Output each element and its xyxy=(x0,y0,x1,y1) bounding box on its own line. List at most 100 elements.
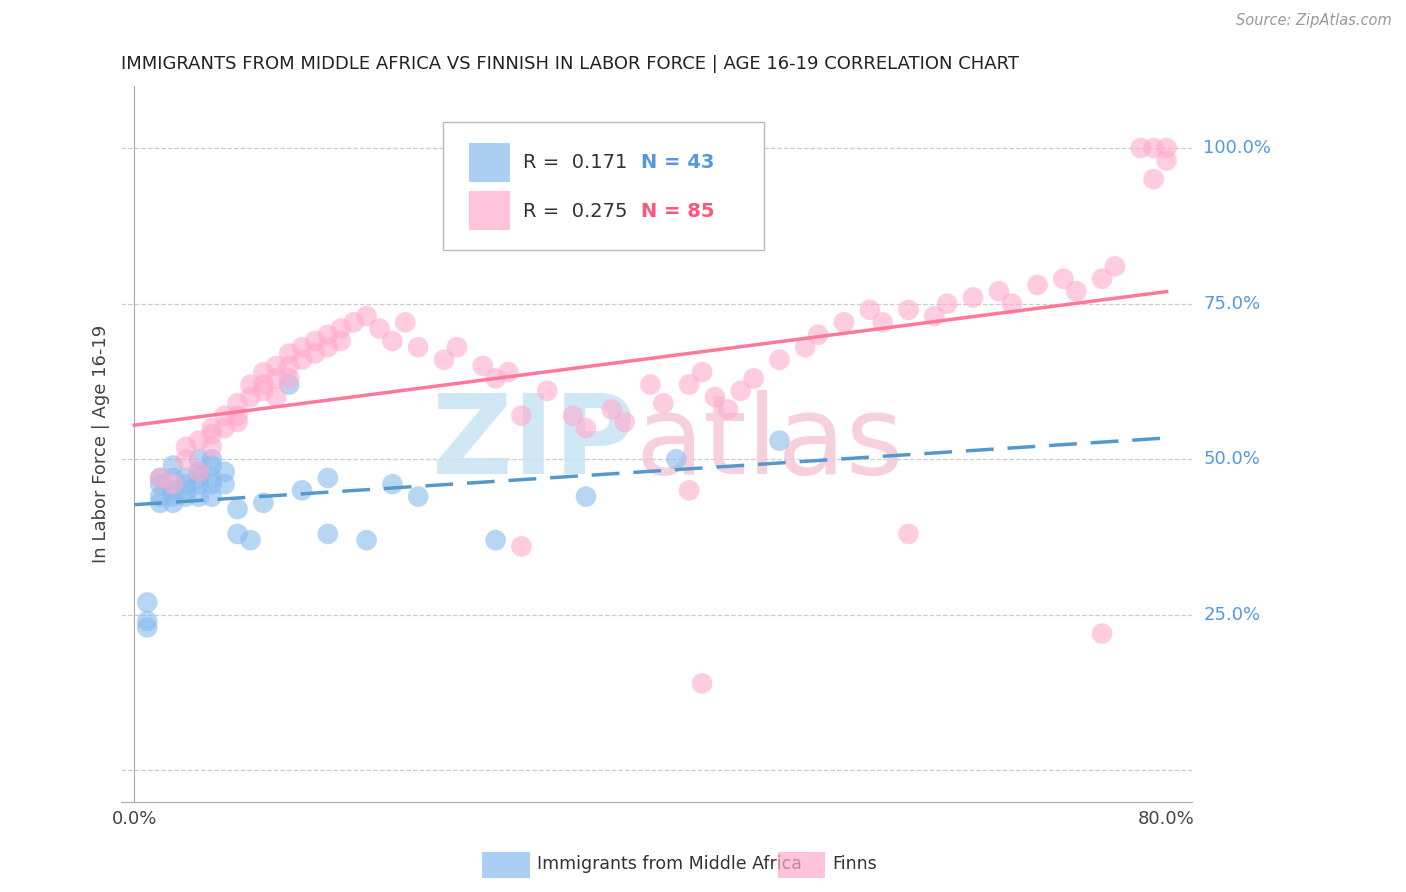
Y-axis label: In Labor Force | Age 16-19: In Labor Force | Age 16-19 xyxy=(93,325,110,563)
Point xyxy=(252,365,274,379)
Point xyxy=(471,359,494,373)
Text: 75.0%: 75.0% xyxy=(1204,294,1261,313)
Point xyxy=(316,327,339,342)
Point xyxy=(149,490,172,504)
Point xyxy=(304,346,326,360)
Point xyxy=(433,352,456,367)
Point xyxy=(316,471,339,485)
Point xyxy=(678,483,700,498)
Text: R =  0.275: R = 0.275 xyxy=(523,202,627,220)
Point xyxy=(600,402,623,417)
Point xyxy=(201,440,224,454)
Point xyxy=(214,477,236,491)
Point xyxy=(174,490,197,504)
Point xyxy=(278,346,301,360)
Point xyxy=(264,371,287,385)
Point xyxy=(149,471,172,485)
Point xyxy=(832,315,855,329)
Point xyxy=(136,614,159,628)
Point xyxy=(381,477,404,491)
Point xyxy=(252,384,274,398)
Text: 100.0%: 100.0% xyxy=(1204,139,1271,157)
Point xyxy=(1104,260,1126,274)
Point xyxy=(1143,172,1166,186)
Point xyxy=(316,340,339,354)
Point xyxy=(343,315,366,329)
Point xyxy=(381,334,404,348)
Point xyxy=(149,477,172,491)
Point xyxy=(187,452,209,467)
Point xyxy=(136,595,159,609)
Text: Source: ZipAtlas.com: Source: ZipAtlas.com xyxy=(1236,13,1392,29)
Point xyxy=(201,471,224,485)
Point xyxy=(316,527,339,541)
Point xyxy=(717,402,740,417)
Point xyxy=(187,471,209,485)
Point xyxy=(1001,296,1024,310)
Point xyxy=(368,321,391,335)
Point xyxy=(768,434,790,448)
Point xyxy=(239,390,262,404)
Point xyxy=(640,377,662,392)
Point xyxy=(136,620,159,634)
Point xyxy=(1129,141,1152,155)
Point xyxy=(329,321,352,335)
Point xyxy=(356,309,378,323)
Point xyxy=(498,365,520,379)
Point xyxy=(226,409,249,423)
Point xyxy=(742,371,765,385)
Text: R =  0.171: R = 0.171 xyxy=(523,153,627,172)
Point xyxy=(291,352,314,367)
Point xyxy=(187,465,209,479)
Text: N = 85: N = 85 xyxy=(641,202,714,220)
Point xyxy=(704,390,727,404)
Point xyxy=(149,496,172,510)
Point xyxy=(278,371,301,385)
Point xyxy=(264,390,287,404)
FancyBboxPatch shape xyxy=(443,121,763,251)
Point xyxy=(807,327,830,342)
Point xyxy=(252,496,274,510)
Point xyxy=(239,377,262,392)
Point xyxy=(304,334,326,348)
Point xyxy=(162,483,184,498)
Point xyxy=(924,309,946,323)
Point xyxy=(162,496,184,510)
Point xyxy=(665,452,688,467)
Point xyxy=(226,415,249,429)
Point xyxy=(201,477,224,491)
Point xyxy=(162,471,184,485)
Point xyxy=(201,458,224,473)
Point xyxy=(485,533,508,548)
Point xyxy=(278,359,301,373)
Point xyxy=(162,477,184,491)
Point xyxy=(252,377,274,392)
Point xyxy=(575,421,598,435)
Point xyxy=(1091,626,1114,640)
Point xyxy=(278,377,301,392)
Point xyxy=(226,396,249,410)
Point xyxy=(859,302,882,317)
Point xyxy=(1156,141,1178,155)
Text: 50.0%: 50.0% xyxy=(1204,450,1260,468)
Point xyxy=(406,340,429,354)
Point xyxy=(406,490,429,504)
Point xyxy=(536,384,558,398)
Point xyxy=(214,409,236,423)
Point xyxy=(187,434,209,448)
Point xyxy=(162,490,184,504)
Text: Finns: Finns xyxy=(832,855,877,873)
Point xyxy=(174,471,197,485)
Point xyxy=(575,490,598,504)
Point xyxy=(962,290,984,304)
Point xyxy=(291,340,314,354)
Point xyxy=(291,483,314,498)
Point xyxy=(652,396,675,410)
Point xyxy=(329,334,352,348)
Point xyxy=(987,284,1010,298)
Text: ZIP: ZIP xyxy=(432,390,636,497)
Point xyxy=(187,465,209,479)
Bar xyxy=(470,191,510,230)
Point xyxy=(1052,272,1074,286)
Point xyxy=(690,676,713,690)
